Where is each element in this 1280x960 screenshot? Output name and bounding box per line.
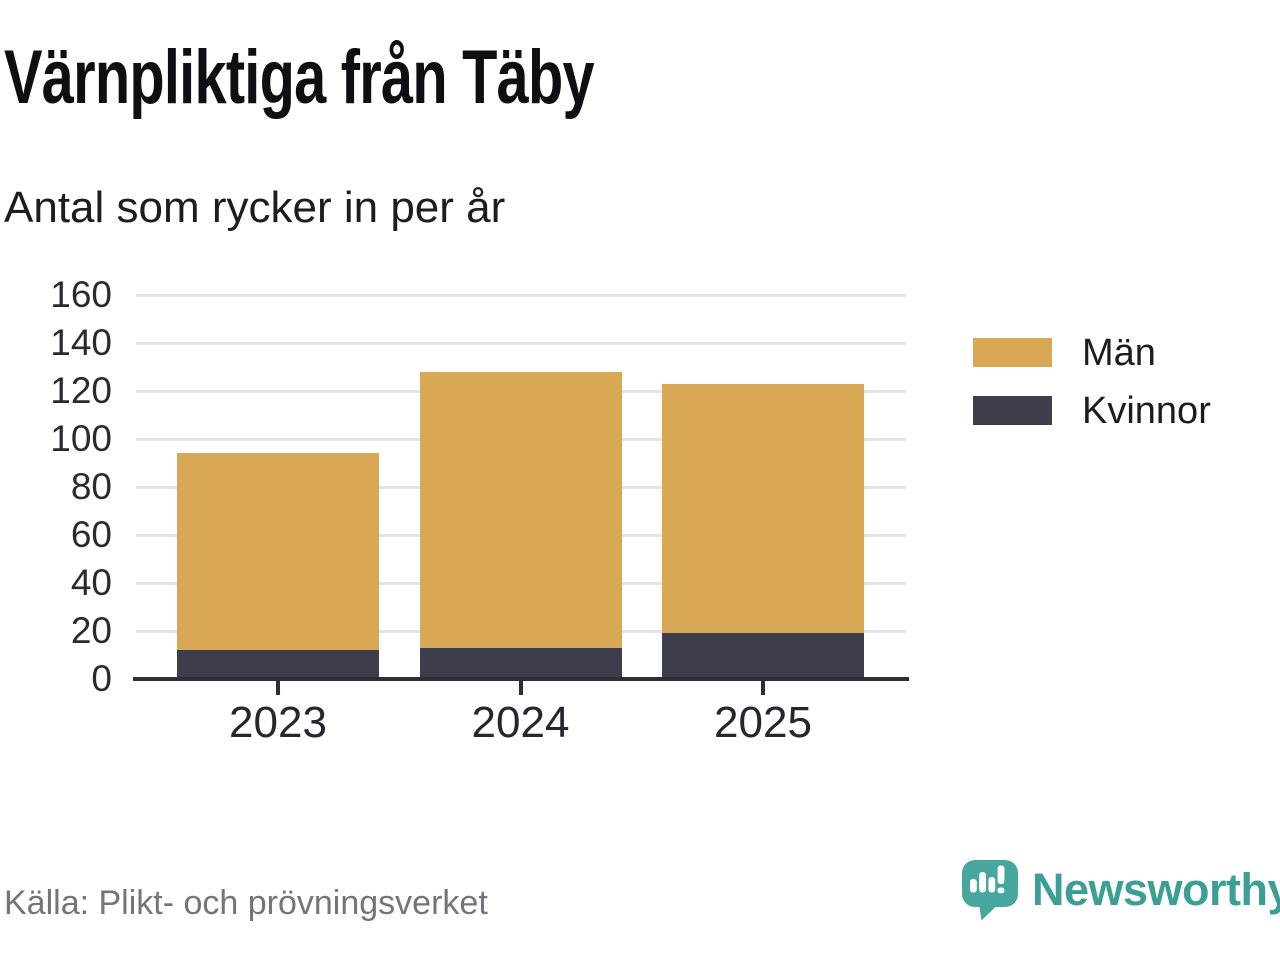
legend-swatch-man <box>973 338 1052 367</box>
chart-subtitle: Antal som rycker in per år <box>4 183 506 232</box>
y-tick-label-80: 80 <box>70 465 112 507</box>
x-axis-tick-2023 <box>276 681 280 695</box>
logo-bar-chart-glyph <box>970 865 1005 894</box>
y-tick-label-20: 20 <box>70 609 112 651</box>
bar-segment-kvinnor-2025 <box>662 633 864 679</box>
source-note: Källa: Plikt- och prövningsverket <box>4 884 488 922</box>
newsworthy-logo-icon <box>962 860 1018 921</box>
y-tick-label-40: 40 <box>70 561 112 603</box>
legend-item-man: Män <box>973 334 1211 372</box>
gridline-160 <box>136 293 906 297</box>
legend-item-kvinnor: Kvinnor <box>973 392 1211 430</box>
gridline-140 <box>136 341 906 345</box>
x-axis-tick-2025 <box>761 681 765 695</box>
x-axis-tick-2024 <box>518 681 523 695</box>
y-tick-label-100: 100 <box>50 417 112 459</box>
legend-label-man: Män <box>1082 331 1156 374</box>
legend-swatch-kvinnor <box>973 396 1052 425</box>
x-tick-label-2023: 2023 <box>229 698 327 747</box>
bar-segment-man-2024 <box>419 371 622 648</box>
x-axis-line <box>133 677 909 681</box>
x-tick-label-2024: 2024 <box>471 698 570 747</box>
brand-name: Newsworthy <box>1032 864 1280 915</box>
y-tick-label-0: 0 <box>91 657 112 699</box>
legend-label-kvinnor: Kvinnor <box>1082 389 1211 432</box>
y-tick-label-60: 60 <box>70 513 112 555</box>
newsworthy-brand: Newsworthy <box>962 860 1280 921</box>
bar-segment-kvinnor-2024 <box>419 647 622 679</box>
chart-title: Värnpliktiga från Täby <box>4 35 595 120</box>
y-tick-label-120: 120 <box>50 369 112 411</box>
x-tick-label-2025: 2025 <box>714 698 812 747</box>
bar-segment-kvinnor-2023 <box>177 650 379 679</box>
legend: Män Kvinnor <box>973 334 1211 430</box>
y-tick-label-160: 160 <box>50 273 112 315</box>
bar-segment-man-2023 <box>177 453 379 651</box>
y-tick-label-140: 140 <box>50 321 112 363</box>
bar-segment-man-2025 <box>662 383 864 634</box>
